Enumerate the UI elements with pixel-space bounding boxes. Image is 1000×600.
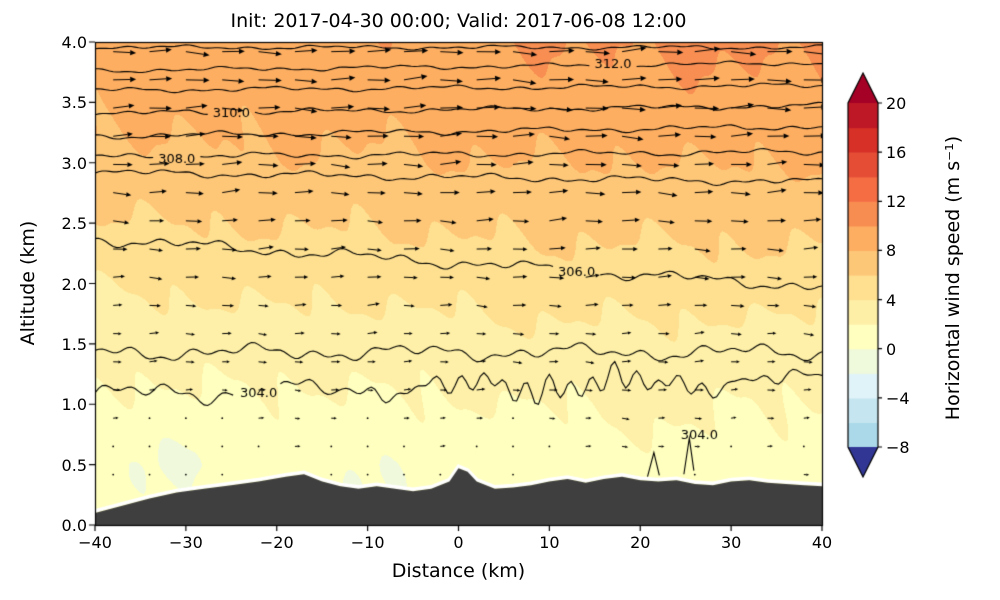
cross-section-plot-canvas	[0, 0, 1000, 600]
figure: Init: 2017-04-30 00:00; Valid: 2017-06-0…	[0, 0, 1000, 600]
